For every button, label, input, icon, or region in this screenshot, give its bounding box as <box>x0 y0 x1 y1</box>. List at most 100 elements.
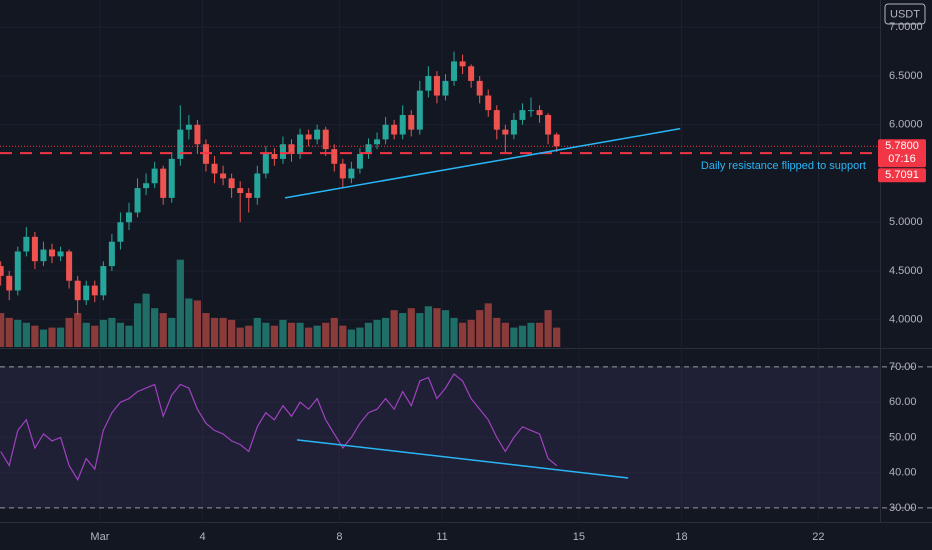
volume-bar <box>219 317 227 347</box>
volume-bar <box>416 313 424 347</box>
candle-body <box>279 144 286 159</box>
currency-label: USDT <box>890 8 920 20</box>
y-tick-label: 7.0000 <box>889 21 923 33</box>
candle-body <box>228 178 235 189</box>
rsi-band <box>0 366 880 508</box>
candle-body <box>485 95 492 111</box>
volume-bar <box>347 329 355 347</box>
candle-body <box>143 183 150 189</box>
volume-bar <box>313 325 321 347</box>
volume-bar <box>14 319 22 347</box>
candle-body <box>185 124 192 130</box>
x-tick-label: Mar <box>90 531 109 543</box>
volume-bar <box>159 313 167 347</box>
currency-badge[interactable] <box>884 3 926 25</box>
volume-bar <box>5 317 13 347</box>
volume-bar <box>202 313 210 347</box>
candle-body <box>262 154 269 174</box>
volume-bar <box>39 329 48 347</box>
y-tick-label: 5.0000 <box>889 216 923 228</box>
volume-bar <box>407 308 415 347</box>
x-tick-label: 15 <box>573 531 585 543</box>
candle-body <box>433 76 440 96</box>
volume-bar <box>296 322 304 347</box>
volume-bar <box>381 317 390 347</box>
y-tick-label: 30.00 <box>889 502 917 514</box>
candle-body <box>31 236 38 262</box>
candle-body <box>476 80 483 96</box>
volume-bar <box>450 317 458 347</box>
candle-body <box>382 124 389 140</box>
candle-body <box>339 163 346 179</box>
candle-body <box>40 249 47 262</box>
candle-body <box>49 249 56 257</box>
candle-body <box>502 129 509 135</box>
volume-bar <box>0 313 5 347</box>
candle-body <box>365 144 372 155</box>
candle-body <box>314 129 321 140</box>
volume-bar <box>279 319 287 347</box>
rsi-trendline <box>296 439 629 479</box>
candle-body <box>425 76 432 91</box>
candle-body <box>297 134 304 155</box>
x-tick-label: 11 <box>436 531 447 543</box>
volume-bar <box>74 313 82 347</box>
volume-bar <box>56 327 65 347</box>
candle-body <box>545 115 552 135</box>
support-label-bg <box>878 168 926 183</box>
volume-bar <box>31 325 39 347</box>
countdown-label: 07:16 <box>888 153 916 165</box>
volume-bar <box>168 317 176 347</box>
candle-body <box>374 139 381 145</box>
candle-body <box>416 90 423 130</box>
candle-body <box>528 110 535 112</box>
candle-body <box>459 61 466 67</box>
volume-bar <box>125 325 133 347</box>
volume-bar <box>356 327 364 347</box>
candle-body <box>271 154 278 159</box>
volume-bar <box>553 327 561 347</box>
volume-bar <box>510 327 518 347</box>
candle-body <box>194 124 201 145</box>
candle-body <box>451 61 458 81</box>
candle-body <box>66 251 73 281</box>
x-tick-label: 18 <box>675 531 687 543</box>
candle-body <box>391 124 398 135</box>
volume-bar <box>364 322 373 347</box>
candle-body <box>117 222 124 242</box>
volume-bar <box>176 259 184 347</box>
volume-bar <box>441 310 450 347</box>
candle-body <box>134 188 141 213</box>
y-tick-label: 6.0000 <box>889 119 923 131</box>
candle-body <box>125 212 132 223</box>
volume-bar <box>467 319 475 347</box>
candle-body <box>91 285 98 296</box>
volume-bar <box>210 317 219 347</box>
candle-body <box>108 241 115 267</box>
volume-bar <box>433 308 441 347</box>
candle-body <box>177 129 184 159</box>
candle-body <box>442 80 449 96</box>
price-label: 5.7800 <box>885 140 919 152</box>
volume-bar <box>91 325 99 347</box>
candle-body <box>510 119 517 135</box>
volume-bar <box>484 303 492 347</box>
volume-bar <box>305 327 313 347</box>
candle-body <box>356 154 363 169</box>
volume-bar <box>262 322 270 347</box>
rsi-line <box>0 373 558 482</box>
y-tick-label: 70.00 <box>889 361 917 373</box>
y-tick-label: 4.5000 <box>889 265 923 277</box>
candle-body <box>211 163 218 174</box>
volume-bar <box>228 319 236 347</box>
volume-bar <box>133 303 142 347</box>
candle-body <box>237 188 244 193</box>
candle-body <box>305 134 312 140</box>
volume-bar <box>390 310 398 347</box>
x-tick-label: 8 <box>336 531 342 543</box>
volume-bar <box>458 322 467 347</box>
volume-bar <box>535 322 544 347</box>
candle-body <box>553 134 560 147</box>
volume-bar <box>48 327 56 347</box>
